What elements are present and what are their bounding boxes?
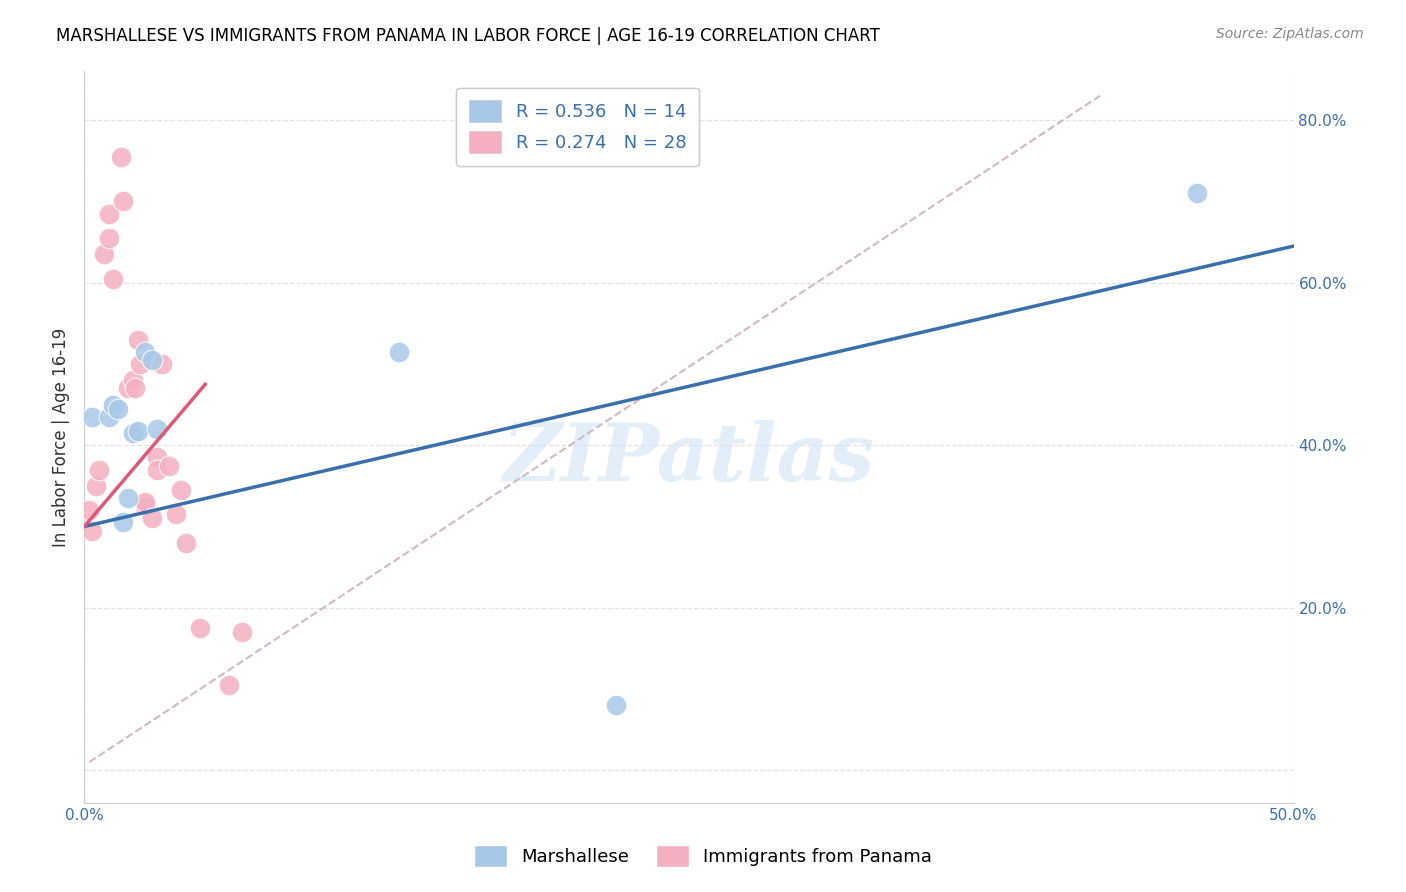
Point — [103, 398, 125, 412]
Point — [110, 150, 132, 164]
Text: ZIPatlas: ZIPatlas — [503, 420, 875, 498]
Point — [112, 194, 135, 209]
Point — [117, 491, 139, 505]
Point — [97, 409, 120, 424]
Point — [141, 352, 163, 367]
Point — [146, 462, 169, 476]
Point — [388, 344, 411, 359]
Point — [165, 508, 187, 522]
Point — [87, 462, 110, 476]
Point — [218, 678, 240, 692]
Point — [141, 511, 163, 525]
Point — [86, 479, 108, 493]
Point — [103, 271, 125, 285]
Point — [231, 625, 253, 640]
Point — [157, 458, 180, 473]
Point — [97, 231, 120, 245]
Point — [107, 401, 129, 416]
Point — [605, 698, 627, 713]
Point — [129, 357, 152, 371]
Point — [1185, 186, 1208, 201]
Point — [97, 206, 120, 220]
Point — [134, 344, 156, 359]
Text: Source: ZipAtlas.com: Source: ZipAtlas.com — [1216, 27, 1364, 41]
Point — [134, 499, 156, 513]
Point — [190, 621, 212, 635]
Point — [146, 450, 169, 465]
Point — [80, 409, 103, 424]
Point — [127, 333, 149, 347]
Point — [134, 495, 156, 509]
Point — [93, 247, 115, 261]
Point — [77, 503, 100, 517]
Legend: Marshallese, Immigrants from Panama: Marshallese, Immigrants from Panama — [467, 838, 939, 874]
Point — [174, 535, 197, 549]
Point — [112, 516, 135, 530]
Point — [127, 424, 149, 438]
Point — [121, 425, 143, 440]
Point — [117, 381, 139, 395]
Point — [124, 381, 146, 395]
Y-axis label: In Labor Force | Age 16-19: In Labor Force | Age 16-19 — [52, 327, 70, 547]
Point — [80, 524, 103, 538]
Point — [121, 373, 143, 387]
Point — [150, 357, 173, 371]
Text: MARSHALLESE VS IMMIGRANTS FROM PANAMA IN LABOR FORCE | AGE 16-19 CORRELATION CHA: MARSHALLESE VS IMMIGRANTS FROM PANAMA IN… — [56, 27, 880, 45]
Point — [146, 422, 169, 436]
Legend: R = 0.536   N = 14, R = 0.274   N = 28: R = 0.536 N = 14, R = 0.274 N = 28 — [456, 87, 699, 166]
Point — [170, 483, 193, 497]
